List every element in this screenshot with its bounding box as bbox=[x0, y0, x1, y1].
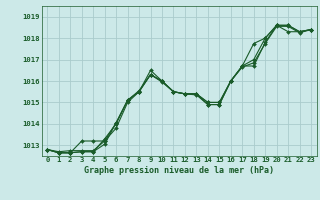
X-axis label: Graphe pression niveau de la mer (hPa): Graphe pression niveau de la mer (hPa) bbox=[84, 166, 274, 175]
